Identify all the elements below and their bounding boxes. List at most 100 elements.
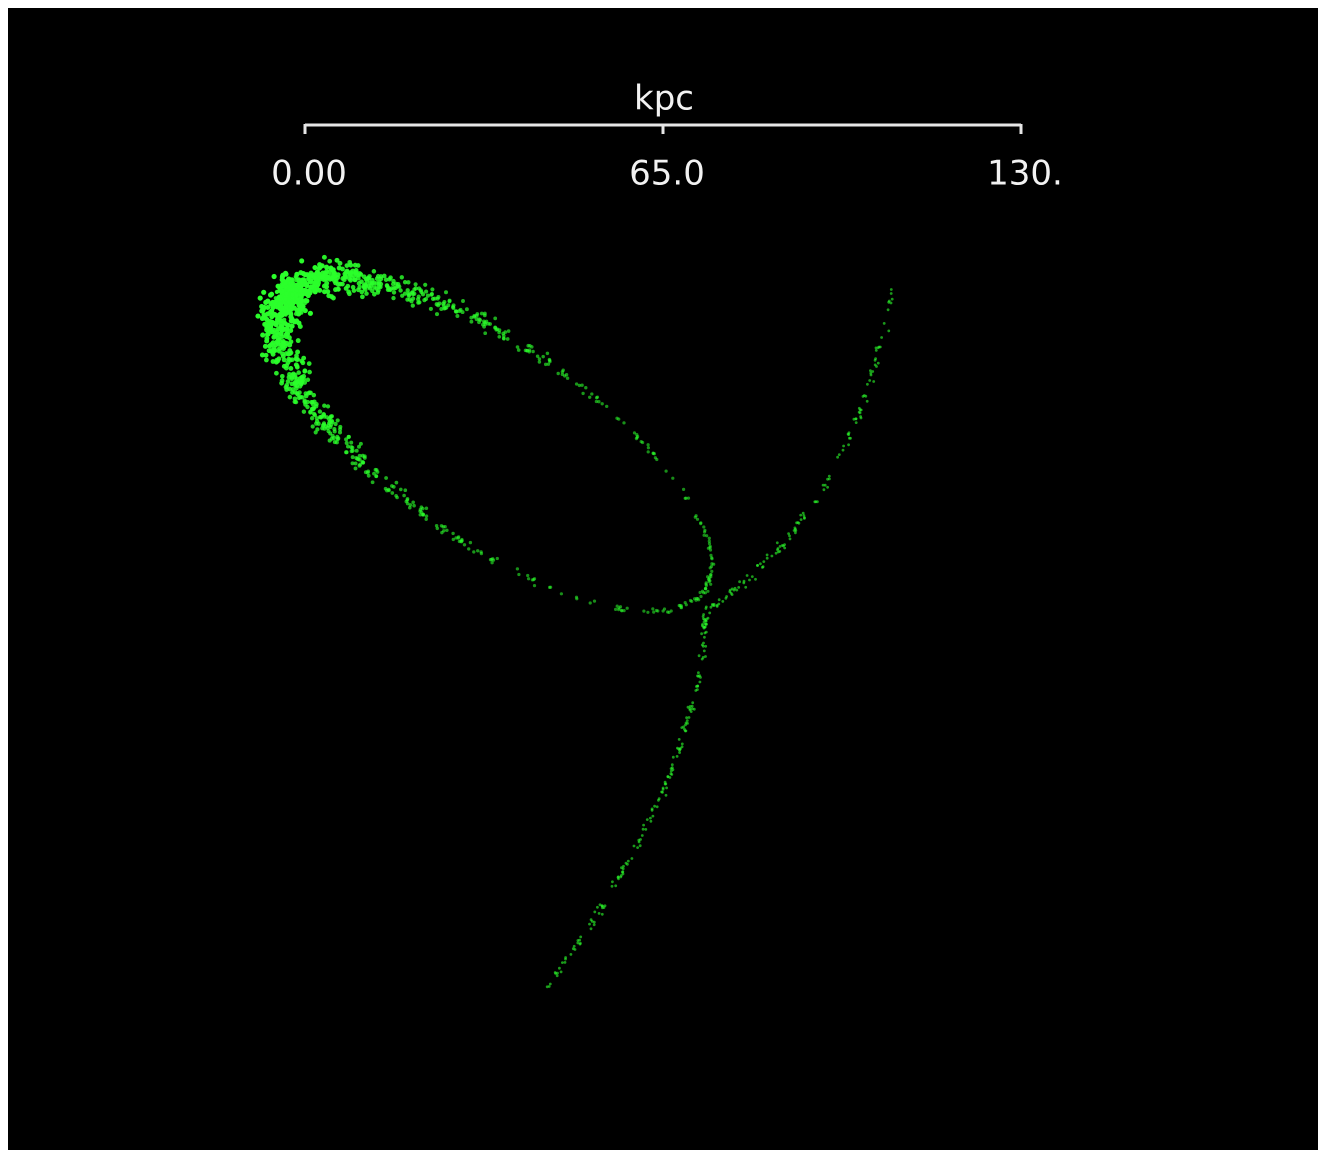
particle (592, 599, 597, 603)
particle (501, 331, 506, 336)
particle (866, 382, 869, 386)
particle (294, 364, 300, 370)
particle (355, 263, 361, 268)
particle (610, 884, 614, 888)
particle (593, 910, 597, 914)
particle (699, 594, 703, 599)
particle (880, 336, 883, 339)
particle (462, 543, 467, 547)
particle (350, 445, 355, 450)
particle (721, 600, 725, 603)
particle (705, 534, 709, 538)
particle (580, 383, 584, 387)
particle (311, 392, 317, 398)
particle (457, 539, 462, 544)
particle (698, 680, 702, 684)
particle (642, 609, 646, 613)
particle (261, 289, 267, 295)
particle (283, 331, 289, 337)
particle (704, 644, 708, 648)
particle (460, 310, 465, 315)
particle (357, 284, 362, 290)
particle (418, 507, 423, 512)
particle (429, 292, 434, 297)
particle (532, 583, 537, 588)
particle (322, 403, 327, 408)
particle (709, 605, 713, 609)
particle (600, 904, 604, 908)
particle (871, 370, 875, 373)
particle (285, 379, 291, 384)
particle (302, 301, 307, 306)
particle (655, 457, 659, 462)
particle (474, 317, 479, 322)
particle (501, 336, 506, 341)
particle (375, 470, 380, 474)
particle (703, 587, 708, 591)
particle (695, 517, 700, 521)
particle (666, 775, 670, 778)
particle (314, 419, 320, 424)
particle (303, 287, 308, 292)
particle (737, 586, 741, 589)
particle (405, 498, 410, 502)
particle (299, 283, 304, 288)
particle (748, 578, 751, 582)
particle (483, 331, 488, 336)
particle (313, 279, 319, 285)
particle (311, 411, 317, 417)
particle (483, 320, 487, 325)
particle (472, 550, 476, 554)
particle (705, 622, 708, 626)
particle (344, 263, 350, 268)
particle (703, 635, 706, 639)
particle (435, 296, 440, 301)
particle (359, 289, 365, 295)
particle (292, 396, 298, 401)
particle (357, 444, 361, 449)
scale-tick-label: 65.0 (629, 154, 705, 194)
particle (296, 370, 302, 375)
particle (781, 544, 784, 547)
particle (865, 399, 869, 403)
particle (600, 402, 604, 406)
particle (655, 805, 659, 809)
particle (515, 567, 520, 571)
particle (640, 834, 644, 837)
particle (290, 387, 296, 392)
particle (526, 577, 531, 581)
particle (530, 578, 535, 582)
particle (326, 416, 332, 422)
particle (428, 306, 433, 311)
particle (464, 307, 469, 312)
particle (678, 747, 682, 750)
particle (257, 295, 263, 301)
particle (572, 944, 576, 948)
particle (421, 512, 425, 517)
particle (799, 513, 803, 517)
particle (469, 315, 474, 320)
particle (443, 290, 449, 295)
particle (849, 436, 852, 440)
particle (346, 434, 351, 439)
particle (641, 827, 645, 831)
particle (707, 541, 712, 546)
particle (268, 309, 274, 315)
particle (837, 453, 841, 456)
particle (561, 368, 565, 372)
particle (423, 282, 428, 287)
particle (680, 726, 684, 729)
particle (264, 331, 270, 338)
particle (497, 330, 501, 335)
particle (683, 727, 686, 731)
particle (271, 273, 277, 280)
scale-bar: kpc 0.00 65.0 130. (271, 79, 1063, 194)
particle (391, 485, 396, 489)
particle (314, 401, 319, 407)
particle (683, 496, 687, 500)
particle (821, 483, 825, 487)
particle (669, 609, 673, 613)
particle (661, 790, 664, 794)
particle (280, 289, 285, 294)
